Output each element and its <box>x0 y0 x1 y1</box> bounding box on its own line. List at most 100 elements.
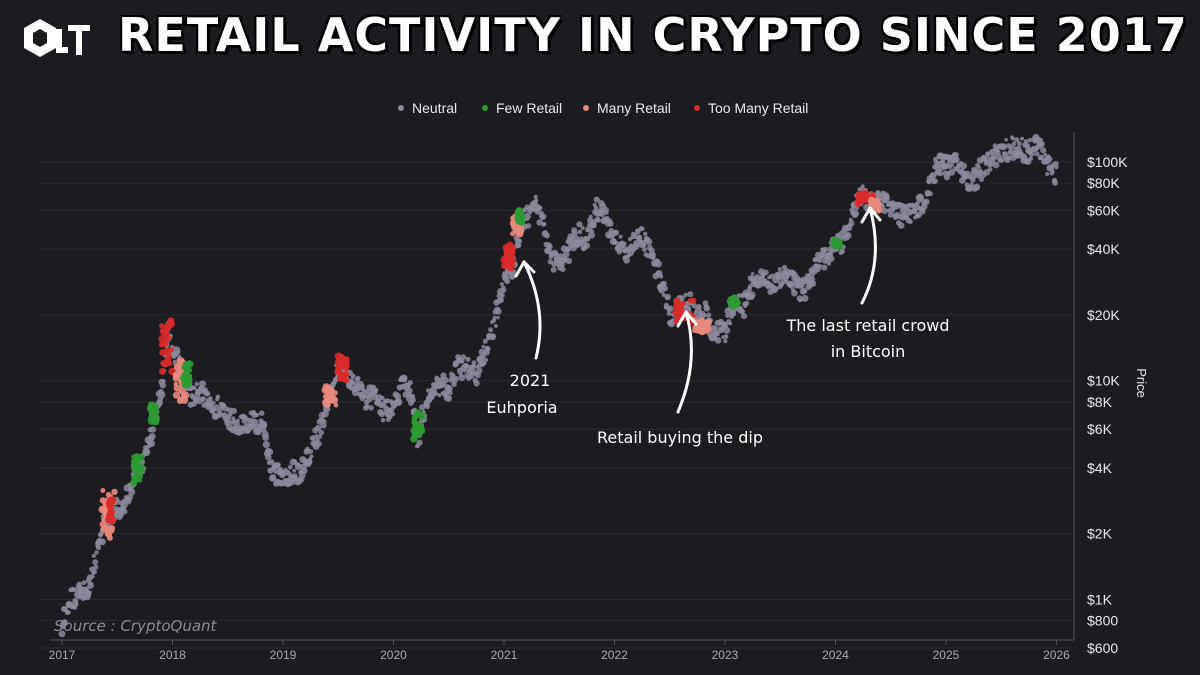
neutral-point <box>492 315 497 320</box>
neutral-point <box>437 393 442 398</box>
neutral-point <box>407 380 413 386</box>
neutral-point <box>90 574 95 579</box>
neutral-point <box>560 266 566 273</box>
neutral-point <box>648 247 655 254</box>
many-retail-point <box>328 390 335 397</box>
axes-layer: $600 $800 $1K $2K $4K $6K $8K $10K $20K $40K $60K $… <box>49 132 1149 662</box>
neutral-point <box>565 257 573 265</box>
neutral-point <box>788 282 795 289</box>
neutral-point <box>1016 141 1022 147</box>
neutral-point <box>451 373 456 378</box>
legend-label: Many Retail <box>597 100 671 116</box>
neutral-point <box>476 367 483 374</box>
neutral-point <box>364 404 370 410</box>
neutral-point <box>1045 171 1050 177</box>
neutral-point <box>954 156 960 163</box>
neutral-point <box>204 390 211 397</box>
few-retail-point <box>517 209 523 214</box>
neutral-point <box>262 434 270 441</box>
too-many-retail-point <box>336 370 341 376</box>
neutral-point <box>374 388 379 392</box>
neutral-point <box>687 306 691 310</box>
neutral-point <box>908 219 913 225</box>
neutral-point <box>315 440 322 447</box>
neutral-point <box>875 190 881 195</box>
neutral-point <box>269 474 277 481</box>
neutral-point <box>562 250 570 258</box>
neutral-point <box>148 433 156 440</box>
legend-item-many-retail[interactable]: Many Retail <box>583 100 671 116</box>
neutral-point <box>612 229 620 236</box>
neutral-point <box>714 326 718 330</box>
neutral-point <box>425 404 430 410</box>
neutral-point <box>723 334 729 339</box>
y-tick-label: $600 <box>1087 640 1118 656</box>
neutral-point <box>460 354 467 360</box>
neutral-point <box>490 333 496 339</box>
neutral-point <box>145 448 150 454</box>
annotation-text: Euhporia <box>486 398 557 417</box>
x-tick-label: 2019 <box>270 648 297 662</box>
neutral-point <box>149 426 157 433</box>
neutral-point <box>416 439 423 446</box>
neutral-point <box>604 210 609 215</box>
few-retail-point <box>132 468 140 475</box>
too-many-retail-point <box>163 347 171 356</box>
many-retail-point <box>108 524 116 532</box>
neutral-point <box>517 238 523 244</box>
neutral-point <box>380 395 385 401</box>
neutral-point <box>122 509 128 515</box>
neutral-point <box>192 386 197 391</box>
y-tick-label: $100K <box>1087 154 1128 170</box>
neutral-point <box>254 412 260 418</box>
neutral-point <box>66 610 71 615</box>
neutral-point <box>950 163 955 167</box>
neutral-point <box>158 391 166 399</box>
neutral-point <box>590 229 595 234</box>
neutral-point <box>174 349 181 356</box>
annotation-text: Retail buying the dip <box>597 428 763 447</box>
many-retail-point <box>874 199 881 207</box>
neutral-point <box>593 205 599 211</box>
legend-item-few-retail[interactable]: Few Retail <box>482 100 562 116</box>
neutral-point <box>348 379 355 386</box>
legend: Neutral Few Retail Many Retail Too Many Ret… <box>398 100 808 116</box>
neutral-point <box>576 221 583 228</box>
neutral-point <box>465 356 471 362</box>
y-tick-label: $60K <box>1087 202 1120 218</box>
many-retail-point <box>177 358 184 366</box>
legend-item-neutral[interactable]: Neutral <box>398 100 457 116</box>
neutral-point <box>929 172 937 179</box>
neutral-point <box>287 464 293 470</box>
few-retail-point <box>132 461 138 468</box>
neutral-point <box>58 630 66 638</box>
neutral-point <box>485 346 491 352</box>
legend-item-too-many-retail[interactable]: Too Many Retail <box>694 100 808 116</box>
too-many-retail-point <box>107 507 115 515</box>
neutral-point <box>406 396 411 402</box>
few-retail-point <box>185 360 194 368</box>
annotation-text: in Bitcoin <box>831 342 906 361</box>
neutral-point <box>580 226 585 230</box>
neutral-point <box>81 580 87 586</box>
neutral-point <box>99 538 106 546</box>
few-retail-point <box>729 302 735 308</box>
legend-marker <box>694 105 700 111</box>
neutral-point <box>667 305 674 312</box>
neutral-point <box>640 226 645 231</box>
neutral-point <box>651 255 656 260</box>
neutral-point <box>473 380 480 387</box>
neutral-point <box>885 193 890 198</box>
neutral-point <box>666 311 672 316</box>
neutral-point <box>1054 165 1059 170</box>
neutral-point <box>623 256 630 264</box>
x-tick-label: 2017 <box>49 648 76 662</box>
neutral-point <box>230 407 237 415</box>
many-retail-point <box>177 396 184 402</box>
many-retail-point <box>519 227 525 233</box>
neutral-point <box>241 430 246 435</box>
annotations-layer: 2021 Euhporia Retail buying the dip The las… <box>486 206 949 447</box>
too-many-retail-point <box>158 341 165 348</box>
neutral-point <box>495 308 502 315</box>
neutral-point <box>723 338 728 344</box>
